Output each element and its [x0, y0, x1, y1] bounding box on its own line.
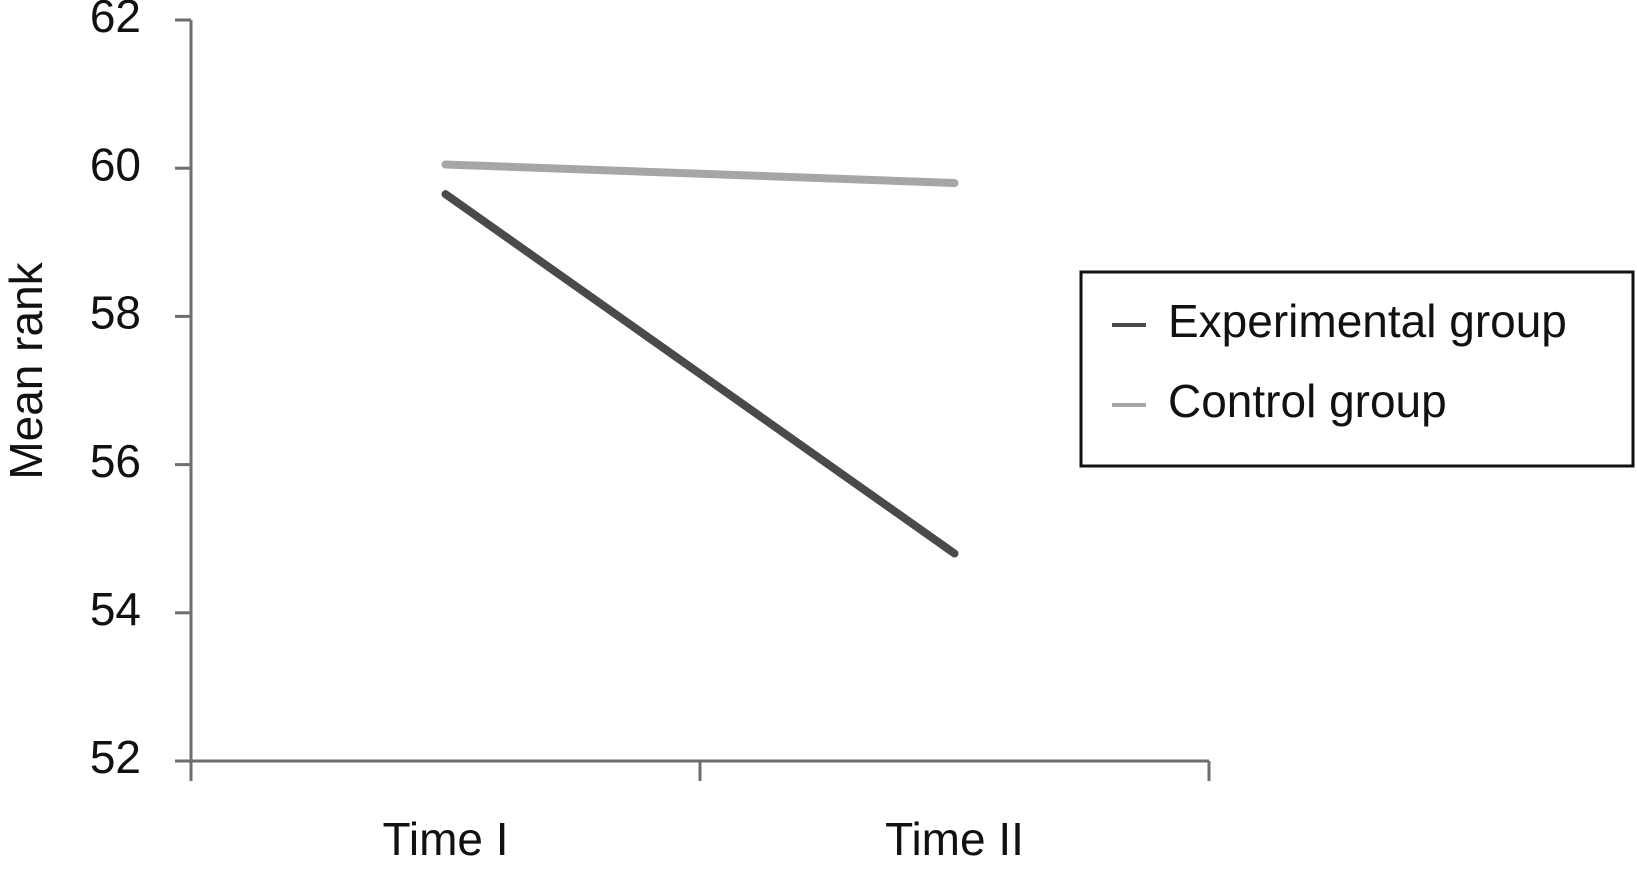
y-tick-label: 52: [90, 731, 141, 783]
y-tick-label: 62: [90, 0, 141, 42]
y-tick-label: 58: [90, 287, 141, 339]
y-tick-label: 54: [90, 583, 141, 635]
series-line: [441, 190, 959, 558]
legend-label: Control group: [1168, 375, 1447, 427]
y-axis-label: Mean rank: [0, 261, 52, 479]
legend-label: Experimental group: [1168, 295, 1567, 347]
x-tick-label: Time I: [382, 813, 508, 865]
y-tick-label: 56: [90, 435, 141, 487]
y-tick-label: 60: [90, 138, 141, 190]
x-tick-label: Time II: [885, 813, 1024, 865]
series-line: [441, 160, 959, 188]
legend-box: [1079, 270, 1635, 468]
